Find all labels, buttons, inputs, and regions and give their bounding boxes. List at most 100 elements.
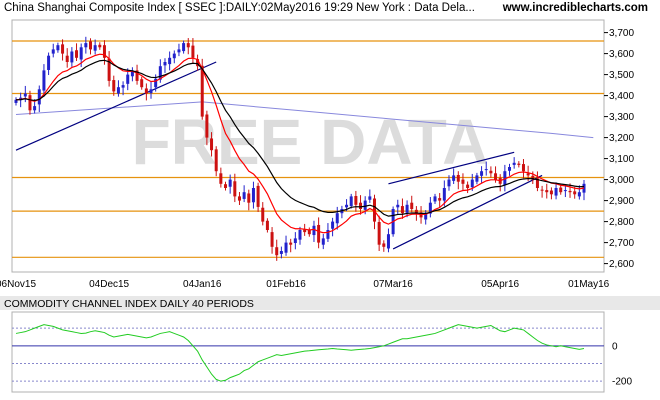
y-tick-label-10: 2,700 — [609, 238, 634, 249]
candle-33 — [168, 51, 172, 71]
candle-101 — [484, 161, 488, 176]
candle-52 — [256, 182, 260, 212]
cci-guides — [12, 327, 604, 382]
candle-34 — [172, 50, 176, 64]
candle-18 — [98, 42, 102, 50]
candle-88 — [424, 210, 428, 225]
candle-95 — [456, 171, 460, 190]
candle-59 — [289, 238, 293, 253]
candle-53 — [261, 202, 265, 226]
candle-65 — [317, 217, 321, 249]
cci-axis: 0 -200 — [612, 341, 632, 387]
candle-83 — [400, 198, 404, 219]
candle-82 — [396, 199, 400, 215]
candle-54 — [265, 218, 269, 233]
candle-22 — [116, 80, 120, 97]
candle-80 — [386, 228, 390, 253]
candle-114 — [545, 183, 549, 199]
y-tick-label-1: 3,600 — [609, 49, 634, 60]
candle-2 — [23, 85, 27, 103]
candle-116 — [554, 182, 558, 200]
x-tick-label-3: 01Feb16 — [266, 279, 306, 290]
ema-slow-line — [15, 59, 585, 217]
candle-106 — [508, 163, 512, 176]
candle-69 — [335, 206, 339, 230]
trendlines — [15, 61, 543, 250]
cci-panel: COMMODITY CHANNEL INDEX DAILY 40 PERIODS… — [0, 296, 660, 393]
x-tick-label-2: 04Jan16 — [183, 279, 222, 290]
cci-tick-label-0: 0 — [612, 341, 618, 352]
y-tick-label-9: 2,800 — [609, 217, 634, 228]
candle-93 — [447, 175, 451, 191]
x-tick-label-1: 04Dec15 — [89, 279, 129, 290]
candle-44 — [219, 167, 223, 188]
y-tick-label-0: 3,700 — [609, 28, 634, 39]
candle-109 — [521, 159, 525, 179]
candle-27 — [140, 76, 144, 90]
x-tick-label-5: 05Apr16 — [481, 279, 519, 290]
candle-64 — [312, 220, 316, 242]
candle-115 — [549, 187, 553, 200]
candle-107 — [512, 157, 516, 169]
candle-23 — [121, 81, 125, 96]
candle-46 — [228, 174, 232, 194]
candle-62 — [303, 223, 307, 236]
watermark: FREE DATA — [132, 106, 489, 178]
candle-90 — [433, 193, 437, 204]
cci-title: COMMODITY CHANNEL INDEX DAILY 40 PERIODS — [4, 298, 254, 310]
cci-line — [15, 324, 585, 382]
candle-28 — [144, 83, 148, 101]
candle-113 — [540, 185, 544, 198]
y-tick-label-6: 3,100 — [609, 154, 634, 165]
candle-36 — [182, 40, 186, 54]
candle-32 — [163, 58, 167, 73]
candle-79 — [382, 240, 386, 252]
y-tick-label-2: 3,500 — [609, 70, 634, 81]
candle-41 — [205, 110, 209, 146]
candle-15 — [84, 36, 88, 54]
candle-25 — [130, 67, 134, 82]
candle-55 — [270, 227, 274, 254]
site-name[interactable]: www.incrediblecharts.com — [502, 2, 648, 14]
candle-8 — [51, 43, 55, 58]
candle-9 — [56, 42, 60, 53]
candle-63 — [307, 227, 311, 237]
trendline-0 — [15, 61, 217, 151]
candle-84 — [405, 200, 409, 218]
candle-13 — [75, 43, 79, 61]
y-tick-label-7: 3,000 — [609, 175, 634, 186]
candle-43 — [214, 146, 218, 177]
candle-56 — [275, 239, 279, 261]
cci-panel-frame — [11, 311, 605, 393]
candle-91 — [438, 193, 442, 208]
candle-45 — [224, 181, 228, 191]
candles — [14, 36, 586, 261]
candle-51 — [251, 181, 255, 209]
candle-26 — [135, 64, 139, 85]
candle-99 — [475, 172, 479, 185]
cci-title-bar — [0, 296, 660, 310]
candle-0 — [14, 97, 18, 106]
candle-92 — [442, 180, 446, 207]
candle-29 — [149, 81, 153, 99]
candle-6 — [42, 64, 46, 97]
candle-100 — [480, 166, 484, 183]
candle-72 — [349, 193, 353, 209]
candle-96 — [461, 173, 465, 191]
chart-header: China Shanghai Composite Index [ SSEC ]:… — [0, 0, 660, 18]
candle-48 — [237, 191, 241, 206]
moving-averages — [15, 53, 585, 234]
candle-17 — [93, 39, 97, 55]
horizontal-levels — [12, 40, 604, 258]
candle-42 — [210, 132, 214, 157]
y-tick-label-3: 3,400 — [609, 91, 634, 102]
candle-3 — [28, 90, 32, 115]
candle-89 — [428, 197, 432, 218]
y-tick-label-4: 3,300 — [609, 112, 634, 123]
x-tick-label-4: 07Mar16 — [373, 279, 413, 290]
candle-74 — [359, 195, 363, 215]
trendline-1 — [388, 151, 515, 185]
candle-47 — [233, 173, 237, 203]
